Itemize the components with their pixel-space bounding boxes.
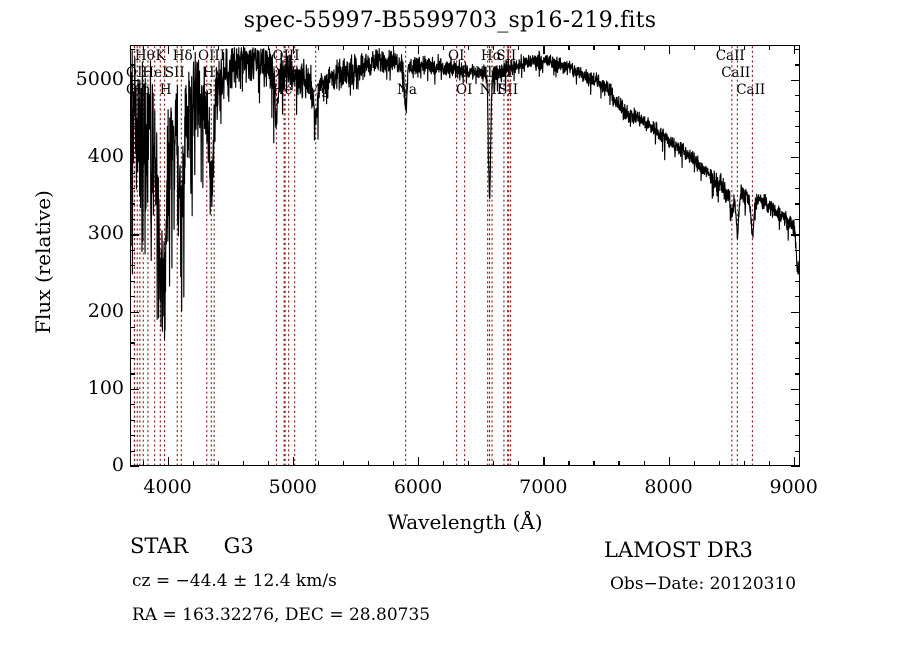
x-tick-label: 7000 <box>519 476 568 498</box>
y-tick-label: 5000 <box>75 67 124 90</box>
line-label: HeI <box>142 65 168 81</box>
object-type-label: STAR G3 <box>130 534 254 558</box>
x-tick-label: 8000 <box>644 476 693 498</box>
x-axis-title: Wavelength (Å) <box>387 510 543 534</box>
x-tick-label: 4000 <box>143 476 192 498</box>
spectrum-trace <box>131 47 799 339</box>
coordinates-value: RA = 163.32276, DEC = 28.80735 <box>132 605 431 625</box>
y-tick-label: 300 <box>87 222 124 245</box>
line-label: Hα <box>480 48 502 64</box>
line-label: Hγ <box>202 65 223 81</box>
x-tick-label: 5000 <box>268 476 317 498</box>
x-tick-label: 6000 <box>393 476 443 498</box>
plot-area <box>130 45 800 466</box>
line-label: SII <box>164 65 185 81</box>
y-tick-label: 200 <box>87 299 124 322</box>
line-label: G <box>202 82 213 98</box>
object-type: STAR <box>130 534 189 558</box>
y-tick-label: 0 <box>111 454 124 476</box>
y-tick-label: 100 <box>87 376 124 399</box>
line-label: NII <box>479 82 503 98</box>
spectral-line-markers <box>133 46 753 465</box>
line-label: H <box>159 82 172 98</box>
page-title: spec-55997-B5599703_sp16-219.fits <box>243 8 657 33</box>
redshift-value: cz = −44.4 ± 12.4 km/s <box>132 571 337 591</box>
observation-date: Obs−Date: 20120310 <box>610 574 797 594</box>
y-tick-label: 400 <box>87 145 124 167</box>
x-tick-label: 9000 <box>769 476 818 498</box>
spectral-class: G3 <box>223 534 254 558</box>
survey-name: LAMOST DR3 <box>604 538 753 562</box>
line-label: CaII <box>736 82 766 98</box>
line-label: CaII <box>721 65 751 81</box>
